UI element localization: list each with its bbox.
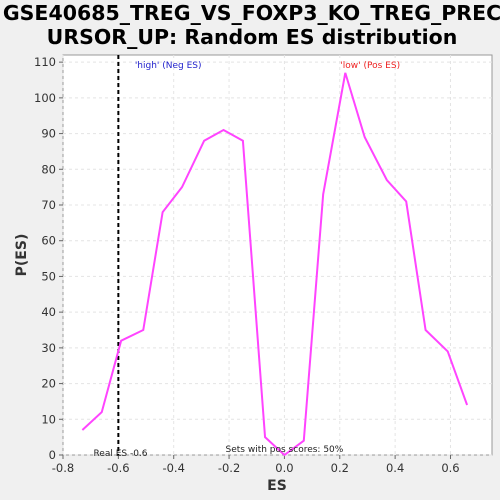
x-tick-label: -0.4 [162, 461, 184, 475]
y-tick-label: 110 [34, 55, 56, 69]
y-axis-label: P(ES) [14, 234, 30, 277]
neg-es-annotation: 'high' (Neg ES) [135, 61, 202, 71]
y-tick-label: 20 [41, 377, 56, 391]
x-tick-label: 0.4 [386, 461, 404, 475]
y-tick-label: 30 [41, 341, 56, 355]
y-tick-label: 50 [41, 269, 56, 283]
x-tick-label: -0.2 [218, 461, 240, 475]
axes: 0 10 20 30 40 50 60 70 80 90 100 110 -0.8 -0.6 -0.4 -0.… [34, 55, 460, 475]
chart-title-line-1: GSE40685_TREG_VS_FOXP3_KO_TREG_PREC [3, 1, 500, 25]
x-tick-label: 0.6 [441, 461, 459, 475]
y-tick-label: 70 [41, 198, 56, 212]
y-tick-label: 100 [34, 91, 56, 105]
y-tick-label: 90 [41, 127, 56, 141]
y-tick-label: 80 [41, 162, 56, 176]
sets-annotation: Sets with pos scores: 50% [226, 445, 344, 455]
real-es-annotation: Real ES -0.6 [93, 449, 147, 459]
x-tick-label: 0.0 [275, 461, 293, 475]
y-tick-label: 0 [49, 448, 56, 462]
x-tick-label: -0.8 [52, 461, 74, 475]
y-tick-label: 60 [41, 234, 56, 248]
plot-area [62, 54, 493, 456]
x-tick-label: -0.6 [107, 461, 129, 475]
x-axis-label: ES [267, 478, 287, 494]
y-tick-label: 40 [41, 305, 56, 319]
y-tick-label: 10 [41, 412, 56, 426]
x-tick-label: 0.2 [331, 461, 349, 475]
series-line [81, 72, 469, 457]
pos-es-annotation: 'low' (Pos ES) [340, 61, 400, 71]
chart-title-line-2: URSOR_UP: Random ES distribution [47, 25, 458, 49]
